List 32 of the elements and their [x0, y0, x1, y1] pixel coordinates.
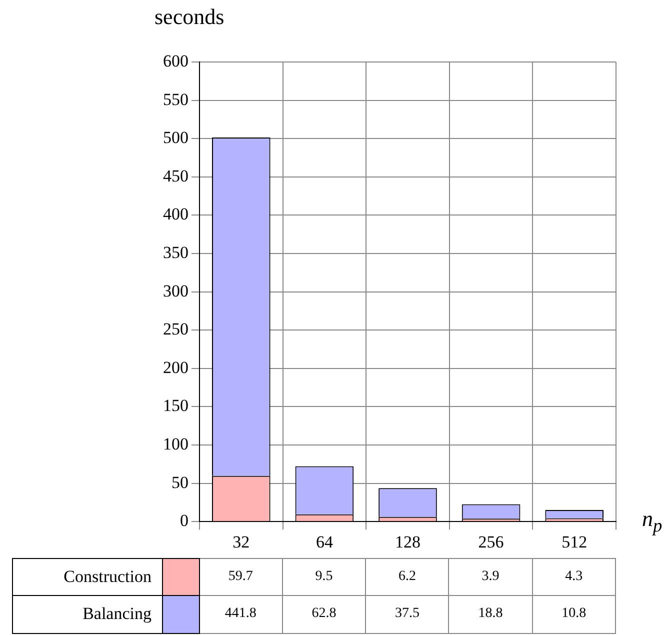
y-tick-label: 250 [163, 320, 188, 339]
x-tick-label: 32 [232, 532, 250, 552]
x-tick-label: 64 [316, 532, 334, 552]
legend-label: Balancing [12, 596, 162, 634]
data-label: 9.5 [282, 558, 366, 596]
y-tick-label: 500 [163, 128, 188, 148]
y-tick-label: 50 [172, 472, 188, 492]
data-label: 37.5 [366, 596, 450, 634]
data-label: 62.8 [282, 596, 366, 634]
y-tick-label: 300 [163, 281, 188, 300]
x-axis-title: n$_{p}$ [642, 506, 662, 536]
x-tick-label: 512 [562, 532, 588, 552]
data-label: 4.3 [532, 558, 616, 596]
y-axis-title: seconds [154, 4, 224, 30]
y-tick-label: 450 [163, 166, 188, 186]
data-label: 441.8 [200, 596, 283, 634]
legend-label: Construction [12, 558, 162, 596]
x-tick-label: 128 [395, 532, 420, 552]
y-tick-label: 600 [163, 51, 188, 70]
data-label: 59.7 [200, 558, 283, 596]
y-tick-label: 100 [163, 434, 188, 454]
y-tick-label: 0 [180, 511, 188, 530]
y-tick-label: 150 [163, 396, 188, 416]
y-tick-label: 200 [163, 358, 188, 377]
data-label: 18.8 [449, 596, 533, 634]
data-label: 10.8 [532, 596, 616, 634]
data-label: 6.2 [366, 558, 450, 596]
y-tick-label: 350 [163, 242, 188, 262]
y-tick-label: 400 [163, 204, 188, 224]
data-label: 3.9 [449, 558, 533, 596]
y-tick-label: 550 [163, 90, 188, 109]
x-tick-label: 256 [478, 532, 504, 552]
